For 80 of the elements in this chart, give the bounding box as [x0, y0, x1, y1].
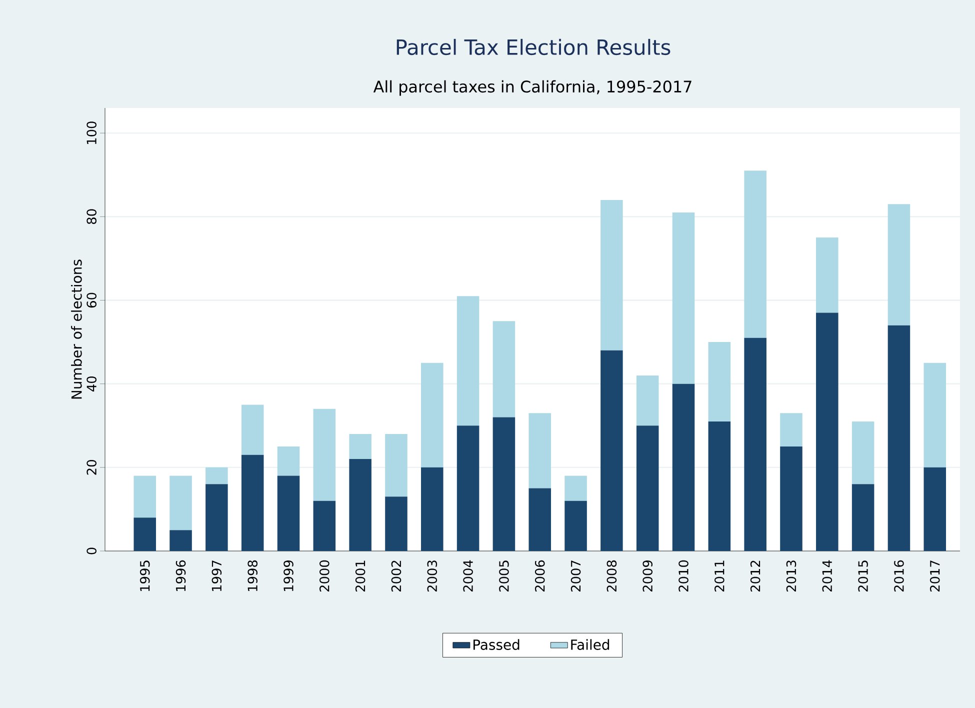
bar	[385, 434, 408, 497]
legend-label: Failed	[571, 639, 610, 650]
bar	[816, 238, 838, 313]
x-tick-label: 2002	[391, 560, 402, 592]
x-tick-label: 1995	[140, 560, 150, 592]
y-tick-label: 40	[86, 376, 96, 392]
bar	[708, 342, 731, 422]
x-tick-label: 2008	[606, 560, 617, 592]
bar	[852, 484, 874, 551]
x-tick-label: 1996	[176, 560, 186, 592]
y-tick-label: 60	[86, 292, 96, 308]
x-tick-label: 1998	[248, 560, 258, 592]
chart-subtitle: All parcel taxes in California, 1995-2017	[373, 80, 692, 96]
chart-title: Parcel Tax Election Results	[396, 38, 670, 56]
x-tick-label: 2006	[534, 560, 545, 592]
x-tick-label: 2010	[678, 560, 688, 592]
bar	[636, 426, 659, 551]
bar	[134, 476, 156, 518]
bar	[564, 476, 587, 501]
bar	[313, 500, 336, 551]
bar	[206, 467, 228, 484]
bar	[744, 170, 766, 338]
bar	[780, 413, 802, 447]
x-tick-label: 2000	[320, 560, 330, 592]
x-tick-label: 2003	[427, 560, 438, 592]
x-tick-label: 2015	[858, 560, 868, 592]
x-tick-label: 2016	[894, 560, 904, 592]
x-tick-label: 2005	[499, 560, 509, 592]
x-tick-label: 2001	[355, 560, 366, 592]
x-tick-label: 2014	[822, 560, 832, 592]
bar	[313, 408, 336, 501]
x-tick-label: 2004	[463, 560, 473, 592]
y-tick-label: 100	[86, 122, 96, 144]
x-tick-label: 2017	[930, 560, 940, 592]
bar	[206, 484, 228, 551]
x-tick-label: 2007	[570, 560, 581, 592]
bar	[528, 488, 551, 551]
bar	[385, 496, 408, 551]
bar	[708, 421, 731, 551]
bar	[492, 321, 516, 418]
bar	[528, 413, 551, 488]
x-tick-label: 1999	[284, 560, 294, 592]
x-tick-label: 2013	[786, 560, 796, 592]
bar	[277, 446, 300, 476]
y-axis-title: Number of elections	[71, 260, 82, 399]
bar	[600, 200, 623, 350]
bar	[636, 375, 659, 426]
bar	[277, 476, 300, 551]
bar	[924, 467, 946, 551]
x-tick-label: 2011	[714, 560, 724, 592]
bar	[170, 530, 192, 551]
bar	[600, 350, 623, 551]
bar	[672, 212, 695, 384]
y-tick-label: 80	[86, 209, 96, 224]
bar	[780, 446, 802, 551]
bar	[672, 384, 695, 551]
bar	[456, 296, 480, 426]
bar	[924, 362, 946, 468]
bar	[888, 204, 910, 326]
bar	[852, 421, 874, 484]
bar	[241, 404, 264, 455]
bar	[888, 325, 910, 551]
y-tick-label: 20	[86, 460, 96, 475]
bar	[744, 338, 766, 551]
bar	[241, 454, 264, 551]
bar	[349, 434, 372, 460]
legend-label: Passed	[474, 639, 520, 650]
bar	[564, 500, 587, 551]
y-tick-label: 0	[86, 548, 96, 554]
bar	[134, 518, 156, 551]
bar	[421, 362, 444, 468]
bar	[492, 417, 516, 551]
bar	[456, 426, 480, 551]
bar	[170, 476, 192, 530]
bar	[816, 312, 838, 551]
x-tick-label: 1997	[212, 560, 222, 592]
bar	[349, 459, 372, 551]
x-tick-label: 2009	[642, 560, 652, 592]
x-tick-label: 2012	[750, 560, 760, 592]
bar	[421, 467, 444, 551]
